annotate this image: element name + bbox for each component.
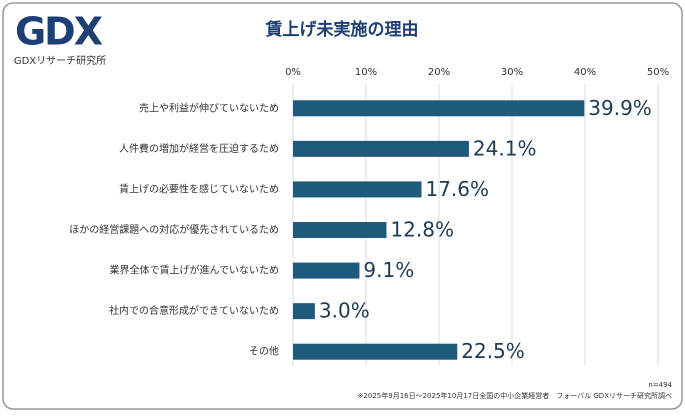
value-label: 17.6%	[425, 177, 489, 201]
value-label: 22.5%	[461, 339, 525, 363]
bar	[293, 262, 360, 279]
value-label: 12.8%	[390, 218, 454, 242]
x-tick-label: 30%	[501, 67, 523, 78]
y-tick-label: 業界全体で賃上げが進んでいないため	[110, 264, 280, 277]
x-tick-label: 10%	[355, 67, 377, 78]
value-label: 24.1%	[473, 136, 537, 160]
bar	[293, 100, 585, 117]
y-tick-label: その他	[249, 345, 279, 358]
chart-title: 賃上げ未実施の理由	[265, 19, 419, 40]
bar	[293, 343, 458, 360]
y-tick-label: ほかの経営課題への対応が優先されているため	[69, 223, 279, 236]
bar	[293, 140, 469, 157]
value-label: 39.9%	[588, 96, 652, 120]
x-tick-label: 0%	[285, 67, 301, 78]
logo-name: GDXリサーチ研究所	[14, 54, 106, 67]
y-tick-label: 社内での合意形成ができていないため	[109, 304, 279, 317]
bar	[293, 303, 315, 320]
note: n=494	[648, 381, 672, 389]
bar	[293, 181, 422, 198]
y-tick-label: 人件費の増加が経営を圧迫するため	[119, 142, 279, 155]
x-tick-label: 20%	[428, 67, 450, 78]
note: ※2025年9月16日～2025年10月17日全国の中小企業経営者 フォーバル …	[358, 391, 672, 400]
y-tick-label: 賃上げの必要性を感じていないため	[119, 182, 279, 195]
x-tick-label: 50%	[647, 67, 669, 78]
value-label: 3.0%	[319, 299, 370, 323]
y-tick-label: 売上や利益が伸びていないため	[139, 101, 279, 114]
value-label: 9.1%	[363, 258, 414, 282]
bar	[293, 222, 387, 238]
x-tick-label: 40%	[574, 67, 596, 78]
logo-mark: GDX	[15, 10, 103, 54]
